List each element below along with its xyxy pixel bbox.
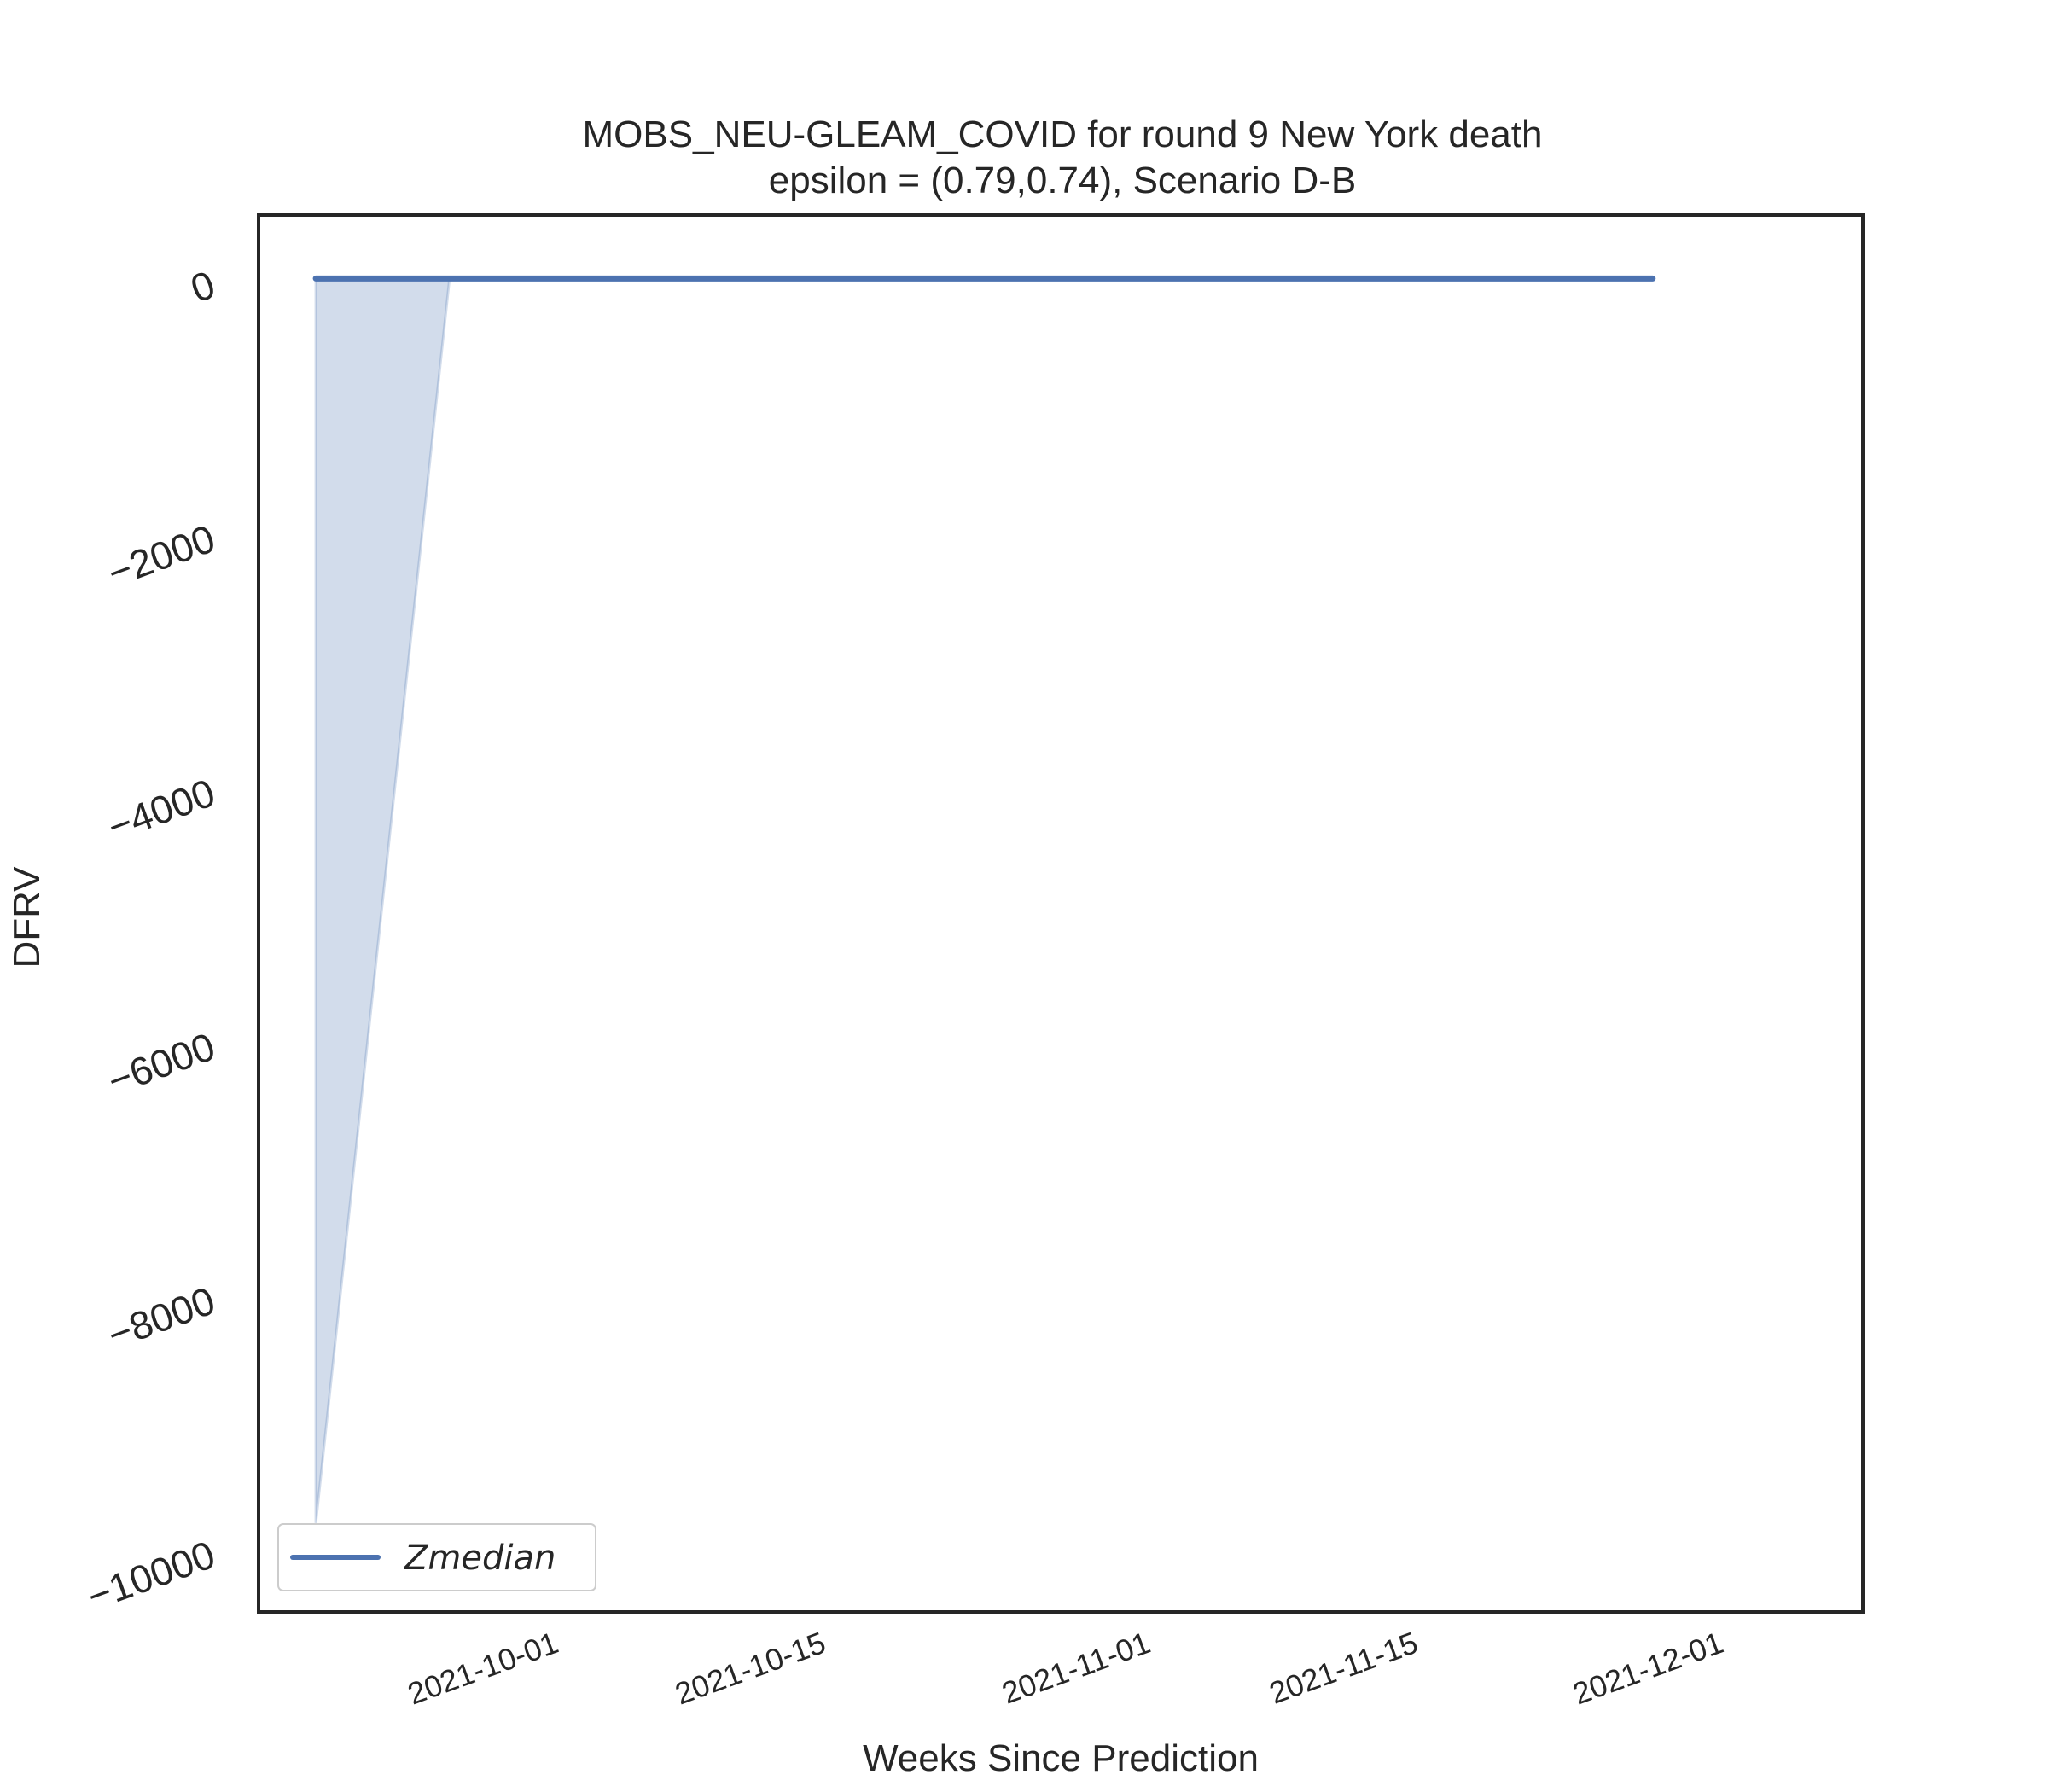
y-tick-label: −8000 [102, 1278, 220, 1358]
y-tick-label: −2000 [102, 516, 220, 596]
data-point [583, 277, 584, 279]
x-tick-labels: 2021-10-01 2021-10-15 2021-11-01 2021-11-15… [403, 1625, 1727, 1712]
y-tick-label: −4000 [102, 770, 220, 849]
y-tick-label: 0 [185, 262, 221, 311]
legend-label-zmedian: Zmedian [404, 1539, 556, 1578]
data-point [1518, 277, 1520, 279]
data-point [716, 277, 718, 279]
data-point [850, 277, 852, 279]
data-point [1385, 277, 1386, 279]
plot-area [312, 275, 1656, 1523]
x-tick-label: 2021-10-15 [671, 1625, 830, 1712]
y-tick-label: −10000 [81, 1532, 220, 1619]
plot-frame [257, 213, 1865, 1614]
y-tick-labels: 0 −2000 −4000 −6000 −8000 −10000 [81, 262, 220, 1619]
data-point [449, 277, 451, 279]
x-tick-label: 2021-11-01 [998, 1625, 1155, 1711]
uncertainty-band [314, 276, 1653, 1523]
data-point [1652, 277, 1654, 279]
y-tick-label: −6000 [102, 1024, 220, 1103]
chart-title-line2: epsilon = (0.79,0.74), Scenario D-B [769, 160, 1357, 201]
data-point [1117, 277, 1119, 279]
data-point [984, 277, 985, 279]
x-axis-label: Weeks Since Prediction [863, 1737, 1259, 1779]
x-tick-label: 2021-11-15 [1265, 1625, 1423, 1711]
chart-title-line1: MOBS_NEU-GLEAM_COVID for round 9 New Yor… [583, 113, 1543, 155]
data-point [1251, 277, 1253, 279]
legend: Zmedian [277, 1523, 596, 1591]
x-tick-label: 2021-10-01 [403, 1625, 562, 1712]
data-point [315, 277, 317, 279]
x-tick-label: 2021-12-01 [1568, 1625, 1728, 1712]
legend-box [277, 1523, 596, 1591]
y-axis-label: DFRV [6, 866, 48, 969]
